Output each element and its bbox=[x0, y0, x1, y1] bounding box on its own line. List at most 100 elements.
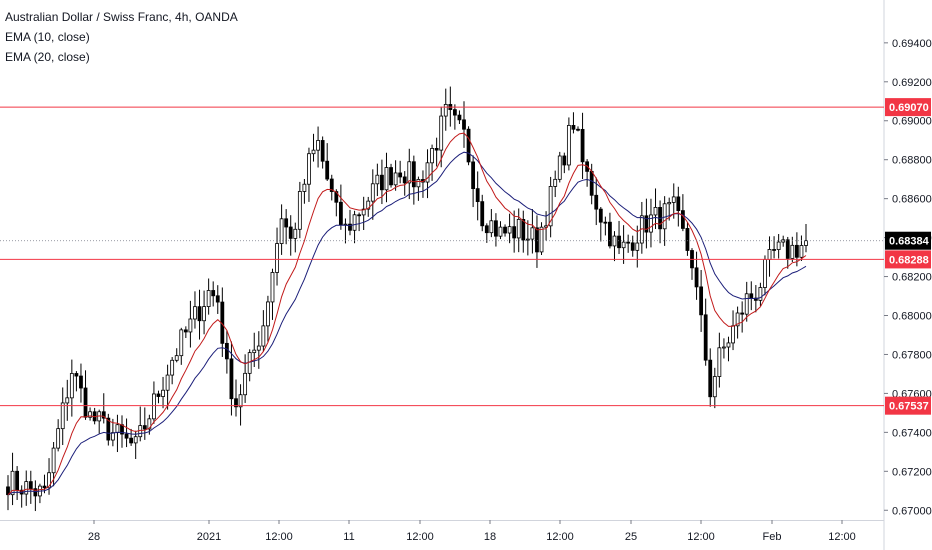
candle-body bbox=[42, 485, 47, 489]
candle-body bbox=[785, 239, 790, 259]
candle-body bbox=[772, 249, 776, 251]
candle-body bbox=[320, 140, 325, 162]
candle-body bbox=[348, 223, 352, 231]
price-tick-label: 0.67400 bbox=[892, 427, 932, 439]
candle-body bbox=[452, 109, 457, 116]
candle-body bbox=[557, 155, 562, 180]
candle-body bbox=[402, 176, 407, 184]
candle-body bbox=[183, 329, 188, 333]
price-tick-label: 0.67200 bbox=[892, 466, 932, 478]
candle-body bbox=[106, 417, 111, 441]
candle-body bbox=[594, 194, 599, 210]
time-tick-label: 12:00 bbox=[828, 531, 856, 543]
candle-body bbox=[15, 470, 20, 491]
candle-body bbox=[794, 244, 799, 258]
candle-body bbox=[411, 161, 416, 188]
candle-body bbox=[284, 218, 289, 228]
candle-body bbox=[193, 306, 197, 320]
price-tick-label: 0.68600 bbox=[892, 194, 932, 206]
candle-body bbox=[357, 214, 362, 217]
candle-body bbox=[297, 191, 302, 230]
time-tick-label: 28 bbox=[88, 531, 100, 543]
last-price-label: 0.68384 bbox=[889, 236, 930, 248]
last-price-tag bbox=[885, 231, 931, 250]
candle-body bbox=[471, 161, 476, 190]
candle-body bbox=[65, 397, 70, 404]
time-tick-label: 12:00 bbox=[687, 531, 715, 543]
candle-body bbox=[722, 346, 726, 349]
candle-body bbox=[649, 214, 653, 233]
candle-body bbox=[749, 293, 754, 299]
candle-body bbox=[494, 220, 498, 237]
candle-body bbox=[366, 200, 371, 210]
candle-body bbox=[234, 398, 238, 408]
level-price-label: 0.67537 bbox=[889, 401, 929, 413]
candle-body bbox=[617, 235, 621, 249]
candle-body bbox=[24, 481, 29, 495]
candle-body bbox=[539, 226, 544, 253]
candle-body bbox=[229, 358, 234, 400]
level-price-tag bbox=[885, 396, 931, 415]
candle-body bbox=[535, 227, 539, 253]
candle-body bbox=[712, 376, 717, 398]
candle-body bbox=[521, 218, 526, 241]
candle-body bbox=[83, 387, 88, 418]
candle-body bbox=[115, 424, 120, 434]
candle-body bbox=[293, 228, 298, 239]
candle-body bbox=[763, 259, 767, 288]
candle-body bbox=[161, 389, 165, 397]
level-price-tag bbox=[885, 250, 931, 269]
price-tick-label: 0.68200 bbox=[892, 272, 932, 284]
candle-body bbox=[731, 325, 735, 344]
candle-body bbox=[525, 238, 530, 241]
candle-body bbox=[124, 433, 129, 439]
candle-body bbox=[152, 393, 156, 420]
candle-body bbox=[608, 221, 612, 247]
candle-body bbox=[562, 155, 567, 166]
candle-body bbox=[261, 325, 266, 347]
candle-body bbox=[188, 318, 193, 333]
candle-body bbox=[101, 411, 106, 419]
candle-body bbox=[74, 373, 79, 377]
candle-body bbox=[626, 241, 631, 244]
candle-body bbox=[133, 436, 138, 444]
candle-body bbox=[238, 394, 243, 408]
candle-body bbox=[589, 170, 594, 196]
candle-body bbox=[338, 201, 343, 226]
candle-body bbox=[110, 432, 115, 441]
candle-body bbox=[384, 167, 389, 191]
candle-body bbox=[516, 218, 521, 239]
candle-body bbox=[425, 162, 430, 183]
candle-body bbox=[88, 411, 92, 418]
candle-body bbox=[142, 425, 147, 430]
candle-body bbox=[443, 104, 448, 117]
candle-body bbox=[266, 301, 270, 327]
candle-body bbox=[699, 286, 704, 316]
candle-body bbox=[726, 342, 731, 348]
candle-body bbox=[361, 208, 366, 216]
candle-body bbox=[621, 241, 626, 249]
candle-body bbox=[370, 183, 375, 202]
candle-body bbox=[165, 374, 170, 391]
candle-body bbox=[530, 227, 535, 240]
candle-body bbox=[302, 183, 307, 192]
price-tick-label: 0.69400 bbox=[892, 38, 932, 50]
candle-body bbox=[307, 153, 311, 185]
chart-title: Australian Dollar / Swiss Franc, 4h, OAN… bbox=[5, 10, 238, 24]
candle-body bbox=[676, 196, 681, 212]
candle-body bbox=[33, 488, 38, 497]
candle-body bbox=[603, 221, 608, 224]
candle-body bbox=[252, 349, 257, 354]
candle-body bbox=[352, 214, 357, 231]
candle-body bbox=[598, 208, 603, 223]
candle-body bbox=[644, 215, 649, 233]
candle-body bbox=[799, 245, 804, 258]
candle-body bbox=[60, 402, 65, 430]
candle-body bbox=[667, 202, 672, 205]
candle-body bbox=[703, 314, 708, 361]
candle-body bbox=[680, 210, 685, 229]
price-tick-label: 0.69000 bbox=[892, 116, 932, 128]
candle-body bbox=[243, 372, 248, 396]
